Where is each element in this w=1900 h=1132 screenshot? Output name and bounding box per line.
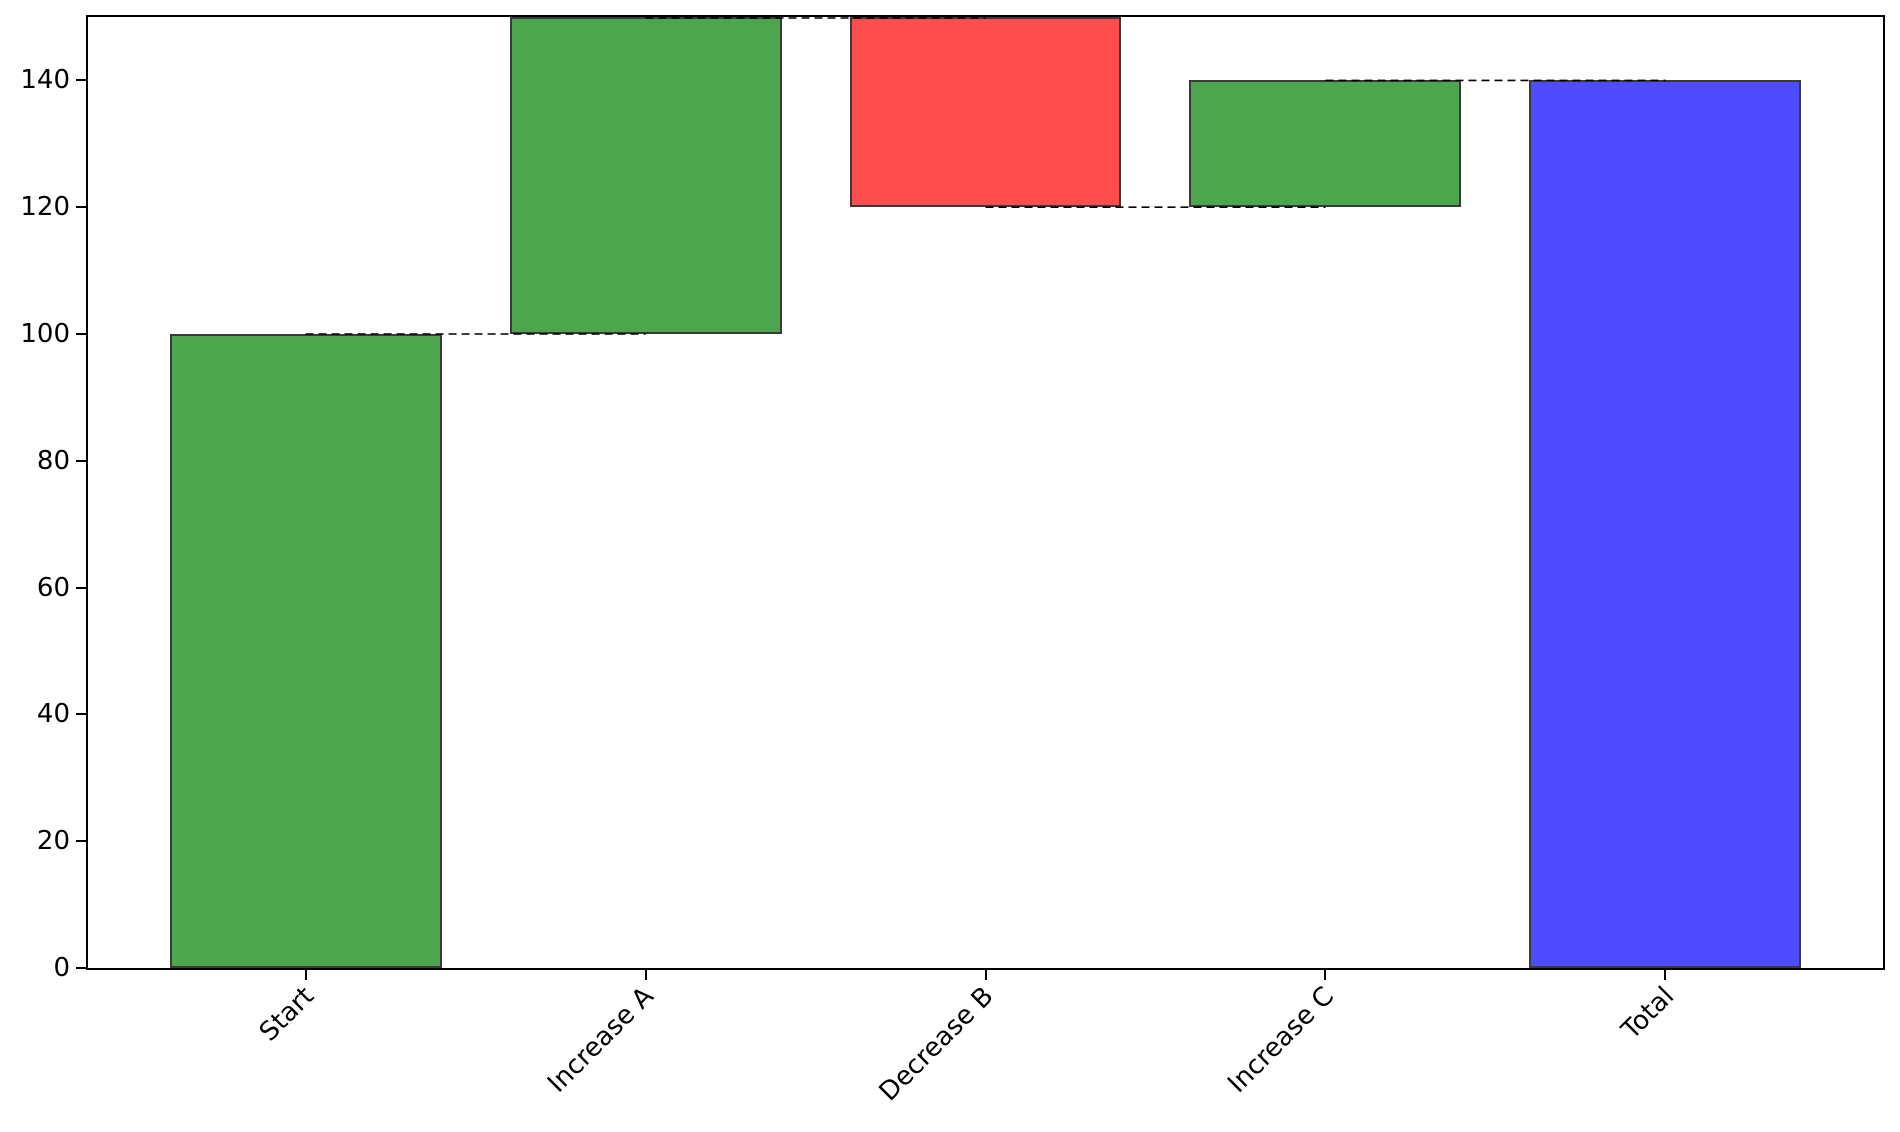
x-tick-label-start: Start <box>253 981 321 1048</box>
y-tick-0 <box>76 967 86 969</box>
y-tick-label-80: 80 <box>36 445 70 476</box>
y-tick-40 <box>76 713 86 716</box>
y-tick-120 <box>76 206 86 209</box>
x-tick-label-increase-a: Increase A <box>542 981 661 1099</box>
x-tick-label-decrease-b: Decrease B <box>874 981 1001 1108</box>
y-tick-label-100: 100 <box>20 319 70 349</box>
bar-decrease-b <box>849 17 1122 208</box>
x-tick-label-total: Total <box>1615 981 1680 1046</box>
y-tick-label-60: 60 <box>36 572 70 603</box>
x-tick-label-increase-c: Increase C <box>1222 981 1340 1099</box>
x-tick-total <box>1664 970 1667 980</box>
bar-increase-c <box>1189 80 1462 208</box>
y-tick-100 <box>76 333 86 335</box>
bar-total <box>1529 80 1802 968</box>
y-tick-60 <box>76 586 86 589</box>
x-tick-increase-c <box>1324 970 1327 980</box>
bar-start <box>169 334 442 968</box>
plot-area: 0 20 40 60 80 100 120 140 Start Increase A Decreas… <box>20 15 1885 1107</box>
y-tick-20 <box>76 840 86 843</box>
x-tick-decrease-b <box>984 970 987 980</box>
bar-increase-a <box>509 17 782 334</box>
y-tick-label-0: 0 <box>53 953 70 983</box>
x-tick-start <box>304 970 307 980</box>
x-tick-increase-a <box>644 970 647 980</box>
y-tick-140 <box>76 79 86 82</box>
y-tick-label-120: 120 <box>20 192 70 223</box>
y-tick-label-140: 140 <box>20 65 70 96</box>
y-tick-label-20: 20 <box>36 826 70 857</box>
y-tick-80 <box>76 459 86 462</box>
y-tick-label-40: 40 <box>36 699 70 730</box>
